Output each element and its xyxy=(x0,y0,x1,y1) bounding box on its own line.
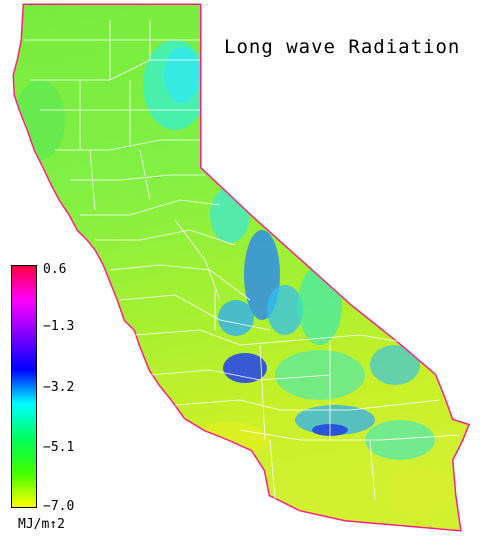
colorbar-tick-bottom: −7.0 xyxy=(43,499,75,514)
state-land xyxy=(14,5,468,530)
colorbar-tick-2: −1.3 xyxy=(43,319,75,334)
patch-imperial xyxy=(385,465,455,515)
patch-desert-east xyxy=(370,345,420,385)
patch-mojave xyxy=(275,350,365,400)
patch-central-blue xyxy=(218,300,254,336)
patch-tehachapi xyxy=(223,353,267,383)
county-boundaries xyxy=(24,20,461,501)
patch-northeast-core xyxy=(164,47,200,103)
colorbar-tick-4: −5.1 xyxy=(43,440,75,455)
colorbar-unit-label: MJ/m↑2 xyxy=(18,517,65,532)
colorbar-tick-3: −3.2 xyxy=(43,380,75,395)
colorbar-tick-top: 0.6 xyxy=(43,262,67,277)
patch-coast-south xyxy=(190,422,270,458)
patch-south-interior xyxy=(365,420,435,460)
colorbar xyxy=(11,265,37,508)
map-title: Long wave Radiation xyxy=(224,36,461,58)
patch-sierra-south xyxy=(267,285,303,335)
